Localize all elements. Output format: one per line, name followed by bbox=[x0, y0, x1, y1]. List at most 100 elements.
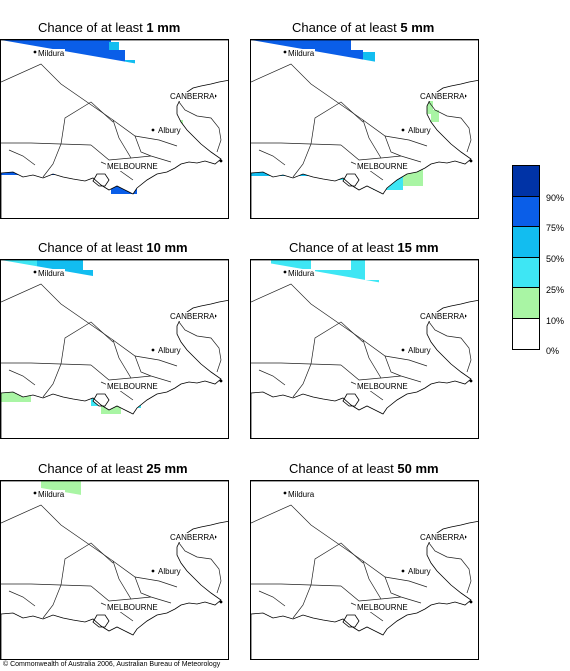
district-border bbox=[112, 560, 132, 600]
probability-cell bbox=[153, 106, 161, 124]
district-border bbox=[428, 311, 472, 373]
probability-cell bbox=[1, 260, 37, 280]
district-border bbox=[112, 339, 132, 379]
panel-title-1mm: Chance of at least 1 mm bbox=[38, 20, 181, 35]
city-marker bbox=[401, 348, 405, 352]
copyright-notice: © Commonwealth of Australia 2006, Austra… bbox=[3, 661, 221, 668]
probability-cell bbox=[71, 511, 101, 541]
city-marker bbox=[283, 50, 287, 54]
panel-title-15mm: Chance of at least 15 mm bbox=[289, 240, 439, 255]
district-border bbox=[90, 585, 152, 602]
district-border bbox=[292, 143, 312, 178]
district-border bbox=[1, 504, 178, 588]
point-marker bbox=[469, 600, 473, 604]
city-label: CANBERRA bbox=[419, 312, 466, 321]
land-area bbox=[1, 260, 228, 438]
probability-cell bbox=[121, 561, 151, 581]
probability-cell bbox=[385, 90, 395, 108]
probability-cell bbox=[81, 591, 111, 601]
probability-cell bbox=[61, 531, 91, 571]
probability-cell bbox=[51, 501, 81, 531]
probability-cell bbox=[147, 132, 157, 152]
city-label: CANBERRA bbox=[169, 92, 216, 101]
legend-box-90 bbox=[513, 166, 539, 197]
district-border bbox=[340, 144, 402, 161]
city-marker bbox=[33, 491, 37, 495]
city-marker bbox=[151, 569, 155, 573]
city-label: Mildura bbox=[37, 490, 66, 499]
city-label: Mildura bbox=[287, 49, 316, 58]
district-border bbox=[251, 362, 342, 366]
district-border bbox=[42, 363, 62, 398]
legend-box-0 bbox=[513, 318, 539, 349]
district-border bbox=[310, 101, 364, 145]
probability-cell bbox=[291, 360, 351, 380]
city-label: MELBOURNE bbox=[106, 603, 159, 612]
city-marker bbox=[401, 128, 405, 132]
district-border bbox=[292, 363, 312, 398]
probability-cell bbox=[351, 360, 391, 384]
district-border bbox=[60, 101, 114, 145]
city-label: Mildura bbox=[37, 49, 66, 58]
city-marker bbox=[33, 50, 37, 54]
probability-cell bbox=[71, 320, 115, 370]
district-border bbox=[134, 576, 152, 598]
port-phillip-bay bbox=[92, 393, 110, 407]
district-border bbox=[90, 364, 152, 381]
district-border bbox=[1, 63, 178, 147]
probability-cell bbox=[135, 80, 141, 102]
probability-cell bbox=[85, 521, 101, 535]
coastline bbox=[251, 40, 478, 218]
city-label: MELBOURNE bbox=[106, 382, 159, 391]
map-svg bbox=[251, 481, 478, 659]
probability-cell bbox=[113, 300, 127, 324]
probability-cell bbox=[365, 280, 379, 330]
map-svg bbox=[1, 40, 228, 218]
probability-cell bbox=[331, 340, 351, 360]
city-marker bbox=[151, 128, 155, 132]
panel-title-25mm: Chance of at least 25 mm bbox=[38, 461, 188, 476]
city-label: Albury bbox=[407, 126, 432, 135]
coastline bbox=[1, 260, 228, 438]
point-marker bbox=[219, 159, 223, 163]
coastline bbox=[251, 481, 478, 659]
probability-cell bbox=[101, 587, 131, 599]
probability-cell bbox=[251, 320, 291, 360]
district-border bbox=[1, 362, 92, 366]
city-label: CANBERRA bbox=[169, 312, 216, 321]
district-border bbox=[178, 532, 222, 594]
district-border bbox=[292, 584, 312, 619]
district-border bbox=[340, 364, 402, 381]
legend-label-0: 0% bbox=[546, 346, 560, 356]
point-marker bbox=[219, 600, 223, 604]
district-border bbox=[178, 311, 222, 373]
legend-label-10: 10% bbox=[546, 316, 565, 326]
district-border bbox=[251, 283, 428, 367]
coastline bbox=[251, 260, 478, 438]
district-border bbox=[251, 63, 428, 147]
city-label: MELBOURNE bbox=[356, 603, 409, 612]
district-border bbox=[150, 155, 172, 163]
city-label: Mildura bbox=[287, 269, 316, 278]
coastline bbox=[1, 40, 228, 218]
district-border bbox=[310, 542, 364, 586]
probability-cell bbox=[93, 280, 103, 350]
district-border bbox=[60, 542, 114, 586]
probability-cell bbox=[83, 270, 93, 320]
probability-cell bbox=[311, 140, 351, 162]
district-border bbox=[42, 143, 62, 178]
district-border bbox=[251, 142, 342, 146]
probability-cell bbox=[109, 42, 119, 50]
legend-box-50 bbox=[513, 227, 539, 258]
map-panel-25mm: Mildura CANBERRA Albury MELBOURNE bbox=[0, 480, 229, 660]
city-marker bbox=[151, 348, 155, 352]
probability-cell bbox=[351, 50, 363, 140]
land-area bbox=[251, 260, 478, 438]
district-border bbox=[8, 590, 36, 607]
city-label: Mildura bbox=[287, 490, 316, 499]
district-border bbox=[384, 576, 402, 598]
probability-cell bbox=[351, 260, 365, 290]
probability-cell bbox=[41, 280, 71, 370]
district-border bbox=[400, 155, 422, 163]
district-border bbox=[60, 321, 114, 365]
